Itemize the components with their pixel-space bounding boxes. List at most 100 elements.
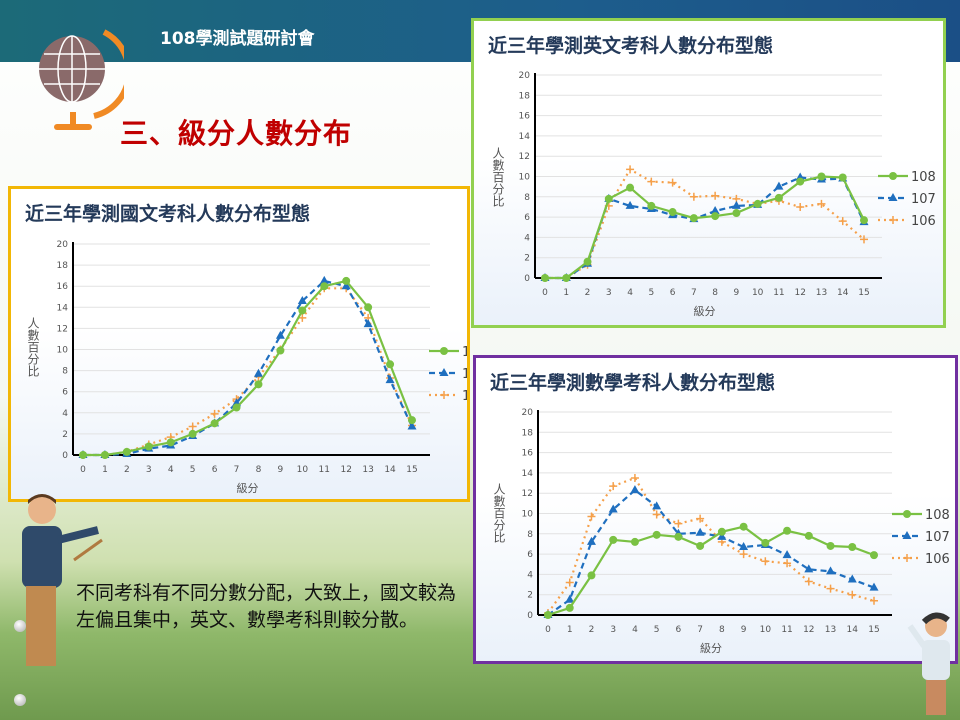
x-tick-label: 15 xyxy=(858,288,869,298)
series-106-point xyxy=(739,550,748,559)
series-108-point xyxy=(408,416,416,425)
series-107-point xyxy=(630,485,640,494)
y-tick-label: 4 xyxy=(527,570,533,580)
series-106-point xyxy=(804,577,813,586)
y-axis-label: 人數百分比 xyxy=(26,317,40,377)
legend-marker xyxy=(440,391,448,399)
x-tick-label: 6 xyxy=(676,625,682,635)
legend-label-106: 106 xyxy=(925,552,950,567)
legend-label-108: 108 xyxy=(925,508,950,523)
x-tick-label: 6 xyxy=(212,465,218,475)
series-108-point xyxy=(79,451,87,459)
series-108-point xyxy=(210,419,219,428)
series-108-point xyxy=(100,451,109,459)
series-108-point xyxy=(544,611,552,619)
series-108-point xyxy=(166,438,175,447)
series-108-point xyxy=(342,276,351,285)
series-106-point xyxy=(711,191,720,200)
series-107-point xyxy=(565,594,575,603)
series-108-point xyxy=(276,346,285,355)
legend-marker xyxy=(902,531,912,539)
series-108-point xyxy=(783,526,792,535)
legend-marker xyxy=(889,172,897,180)
series-107-point xyxy=(869,582,879,591)
y-tick-label: 16 xyxy=(519,112,531,122)
series-108-point xyxy=(320,282,329,291)
x-tick-label: 3 xyxy=(606,288,612,298)
x-tick-label: 6 xyxy=(670,288,676,298)
y-tick-label: 6 xyxy=(524,213,530,223)
series-106-point xyxy=(565,578,574,587)
series-106-point xyxy=(647,177,656,186)
y-tick-label: 10 xyxy=(522,510,534,520)
y-tick-label: 12 xyxy=(522,489,533,499)
series-108-line xyxy=(545,175,865,280)
series-107-point xyxy=(385,375,395,384)
x-tick-label: 3 xyxy=(146,465,152,475)
legend-label-108: 108 xyxy=(911,170,936,185)
y-tick-label: 6 xyxy=(62,388,68,398)
y-tick-label: 16 xyxy=(57,282,69,292)
series-108-point xyxy=(144,442,153,451)
series-108-point xyxy=(364,303,373,312)
series-108-point xyxy=(674,532,683,541)
x-tick-label: 7 xyxy=(697,625,703,635)
series-108-point xyxy=(838,173,847,182)
series-108-point xyxy=(711,212,720,221)
series-106-point xyxy=(826,584,835,593)
legend-marker xyxy=(888,193,898,201)
chart-title: 近三年學測英文考科人數分布型態 xyxy=(488,35,774,57)
y-tick-label: 10 xyxy=(519,173,531,183)
series-106-point xyxy=(298,313,307,322)
x-axis-label: 級分 xyxy=(694,305,716,318)
series-107-point xyxy=(847,574,857,583)
series-108-point xyxy=(739,522,748,531)
series-108-point xyxy=(298,306,307,315)
series-106-point xyxy=(652,510,661,519)
x-tick-label: 1 xyxy=(563,288,569,298)
globe-icon xyxy=(39,29,124,130)
x-tick-label: 7 xyxy=(234,465,240,475)
series-106-point xyxy=(689,192,698,201)
series-107-point xyxy=(739,541,749,550)
x-tick-label: 5 xyxy=(648,288,654,298)
chart-title: 近三年學測國文考科人數分布型態 xyxy=(25,203,311,225)
x-tick-label: 4 xyxy=(627,288,633,298)
series-108-point xyxy=(668,208,677,217)
x-tick-label: 7 xyxy=(691,288,697,298)
legend-marker xyxy=(439,368,449,376)
y-tick-label: 4 xyxy=(62,409,68,419)
series-107-point xyxy=(341,281,351,290)
series-106-point xyxy=(783,559,792,568)
series-106-point xyxy=(860,235,868,244)
series-107-point xyxy=(275,330,285,339)
legend-label-106: 106 xyxy=(911,214,936,229)
y-tick-label: 20 xyxy=(522,408,534,418)
legend-label-107: 107 xyxy=(911,192,936,207)
x-tick-label: 12 xyxy=(803,625,814,635)
series-106-point xyxy=(668,178,677,187)
y-tick-label: 8 xyxy=(527,530,533,540)
series-108-point xyxy=(689,214,698,223)
series-107-point xyxy=(782,550,792,559)
legend-label-107: 107 xyxy=(925,530,950,545)
series-107-point xyxy=(804,564,814,573)
x-tick-label: 10 xyxy=(752,288,764,298)
series-108-point xyxy=(587,571,596,580)
x-tick-label: 0 xyxy=(542,288,548,298)
student-illustration xyxy=(907,612,950,715)
section-heading: 三、級分人數分布 xyxy=(120,117,353,150)
series-108-point xyxy=(254,380,263,389)
y-tick-label: 16 xyxy=(522,449,534,459)
y-tick-label: 0 xyxy=(62,451,68,461)
y-tick-label: 4 xyxy=(524,233,530,243)
math-chart-panel: 近三年學測數學考科人數分布型態 0 2 4 6 8 10 12 14 16 18 20 0 1 2 3 4 5 6… xyxy=(473,355,958,664)
series-107-point xyxy=(774,181,784,190)
series-106-point xyxy=(696,514,705,523)
y-axis-label: 人數百分比 xyxy=(492,483,506,543)
x-tick-label: 9 xyxy=(278,465,284,475)
series-108-point xyxy=(583,257,592,266)
series-106-point xyxy=(848,590,857,599)
x-tick-label: 2 xyxy=(124,465,130,475)
x-tick-label: 4 xyxy=(632,625,638,635)
